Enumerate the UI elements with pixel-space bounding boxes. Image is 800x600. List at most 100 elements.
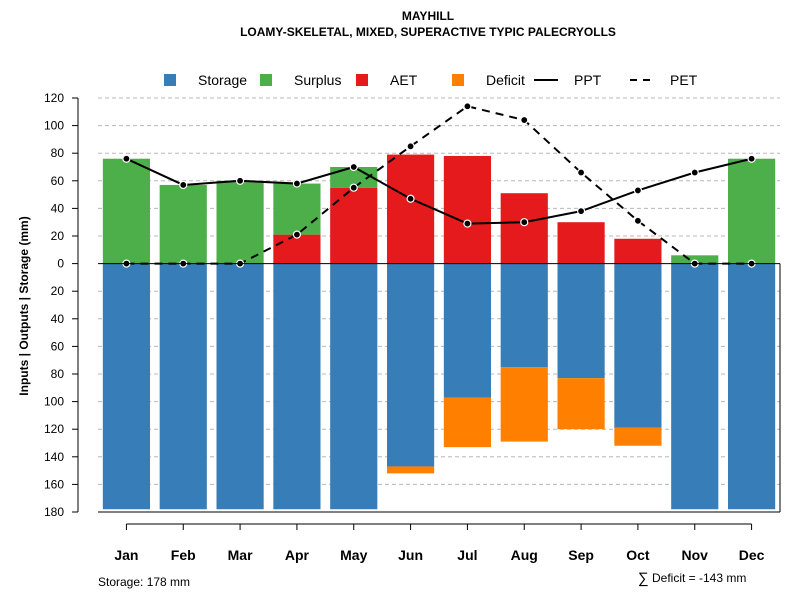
sigma-icon: ∑ [638,570,649,587]
legend-label-storage: Storage [198,72,247,88]
pet-point-oct [633,216,643,225]
x-tick-label-aug: Aug [511,547,538,563]
legend: Storage Surplus AET Deficit PPT PET [164,72,698,88]
legend-label-pet: PET [670,72,698,88]
bar-storage-nov [671,263,719,510]
legend-label-ppt: PPT [574,72,602,88]
bar-deficit-aug [500,367,548,442]
bar-aet-sep [557,222,605,264]
y-tick-label: 140 [44,450,64,464]
legend-swatch-storage [164,74,176,86]
bar-surplus-dec [727,158,776,264]
bar-storage-dec [727,263,776,510]
y-tick-label: 160 [44,477,64,491]
ppt-point-dec [747,154,756,163]
y-tick-label: 40 [51,312,65,326]
bar-deficit-oct [614,427,662,446]
pet-point-may [349,183,358,192]
bars [102,154,776,510]
ppt-line [125,157,752,225]
chart-title: MAYHILL [402,9,454,23]
axes: 120 100 80 60 40 20 0 20 40 60 80 100 120 140 160 180 Ja… [44,91,781,563]
pet-point-apr [292,230,302,239]
deficit-annotation: Deficit = -143 mm [652,571,746,585]
gridlines [98,97,780,485]
pet-point-jun [406,142,415,151]
bar-surplus-nov [671,255,719,264]
y-tick-label: 20 [51,229,65,243]
bar-storage-may [330,263,378,510]
ppt-point-jan [122,154,131,163]
bar-aet-jun [386,154,435,264]
ppt-point-apr [292,179,302,188]
legend-label-aet: AET [390,72,418,88]
y-tick-label: 0 [57,257,64,271]
bar-surplus-apr [273,183,321,235]
x-tick-label-apr: Apr [285,547,310,563]
bar-surplus-feb [159,184,207,264]
bar-aet-may [330,187,378,264]
bar-storage-jan [102,263,151,510]
pet-point-aug [520,115,529,125]
x-tick-label-mar: Mar [228,547,253,563]
bar-storage-sep [557,263,605,379]
x-tick-label-jan: Jan [114,547,138,563]
bar-aet-jul [443,155,492,264]
pet-point-jul [463,102,472,111]
y-tick-label: 180 [44,505,64,519]
storage-annotation: Storage: 178 mm [98,575,190,589]
x-tick-label-jun: Jun [398,547,423,563]
legend-swatch-aet [356,74,368,86]
bar-aet-apr [273,234,321,264]
y-tick-label: 120 [44,422,64,436]
y-tick-label: 80 [51,146,65,160]
bar-deficit-jul [443,397,492,448]
y-tick-label: 80 [51,367,65,381]
ppt-point-nov [690,168,699,177]
ppt-point-may [349,162,358,172]
legend-swatch-surplus [260,74,272,86]
bar-aet-oct [614,238,662,264]
bar-deficit-jun [386,466,435,474]
x-tick-label-dec: Dec [739,547,765,563]
ppt-point-mar [235,176,245,185]
bar-storage-jun [386,263,435,467]
y-tick-label: 100 [44,119,64,133]
bar-surplus-mar [216,180,264,264]
y-tick-label: 60 [51,339,65,353]
ppt-point-aug [520,218,529,227]
legend-label-deficit: Deficit [486,72,525,88]
bar-storage-feb [159,263,207,510]
bar-aet-aug [500,193,548,264]
bar-storage-oct [614,263,662,428]
ppt-point-feb [179,180,188,190]
legend-swatch-deficit [452,74,464,86]
ppt-point-oct [633,186,643,195]
bar-deficit-sep [557,378,605,430]
x-tick-label-sep: Sep [568,547,594,563]
x-tick-label-feb: Feb [171,547,196,563]
chart-subtitle: LOAMY-SKELETAL, MIXED, SUPERACTIVE TYPIC… [240,25,616,39]
y-tick-label: 40 [51,201,65,215]
x-tick-label-oct: Oct [626,547,650,563]
bar-surplus-jan [102,158,151,264]
bar-storage-jul [443,263,492,398]
legend-label-surplus: Surplus [294,72,341,88]
y-tick-label: 60 [51,174,65,188]
y-tick-label: 20 [51,284,65,298]
ppt-point-jul [463,219,472,228]
x-tick-label-nov: Nov [682,547,709,563]
y-tick-label: 120 [44,91,64,105]
x-tick-label-jul: Jul [457,547,477,563]
ppt-point-jun [406,194,415,203]
ppt-point-sep [576,207,586,216]
y-tick-label: 100 [44,395,64,409]
pet-point-sep [576,168,586,177]
y-axis-label: Inputs | Outputs | Storage (mm) [17,216,31,395]
bar-storage-aug [500,263,548,368]
bar-storage-mar [216,263,264,510]
bar-surplus-may [330,167,378,188]
bar-storage-apr [273,263,321,510]
x-tick-label-may: May [340,547,367,563]
